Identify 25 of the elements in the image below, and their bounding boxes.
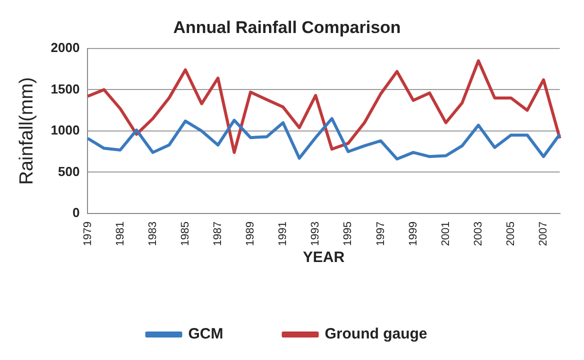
y-tick-label: 0 [72,205,80,220]
x-tick-label: 1985 [179,222,192,246]
x-tick-label: 2001 [440,222,452,246]
y-tick-label: 1500 [50,81,80,96]
x-tick-label: 1991 [277,222,290,246]
x-tick-label: 2007 [538,222,550,246]
x-tick-label: 1983 [146,222,159,246]
legend-label: Ground gauge [324,326,428,343]
x-tick-label: 1993 [310,222,322,246]
x-tick-label: 1995 [342,222,354,246]
y-tick-label: 1000 [50,122,80,138]
x-tick-label: 1979 [82,222,94,246]
x-tick-label: 1999 [407,222,420,246]
y-tick-label: 500 [58,164,80,179]
y-tick-label: 2000 [50,40,80,55]
legend-label: GCM [188,326,224,343]
chart-title: Annual Rainfall Comparison [173,18,401,37]
y-axis-title: Rainfall(mm) [16,77,38,185]
x-tick-label: 1987 [212,222,224,246]
x-tick-label: 2005 [504,222,517,246]
x-axis-title: YEAR [302,249,345,266]
x-tick-label: 2003 [472,222,484,246]
x-tick-label: 1997 [374,222,387,246]
x-tick-label: 1989 [244,222,257,246]
x-tick-label: 1981 [114,222,126,246]
